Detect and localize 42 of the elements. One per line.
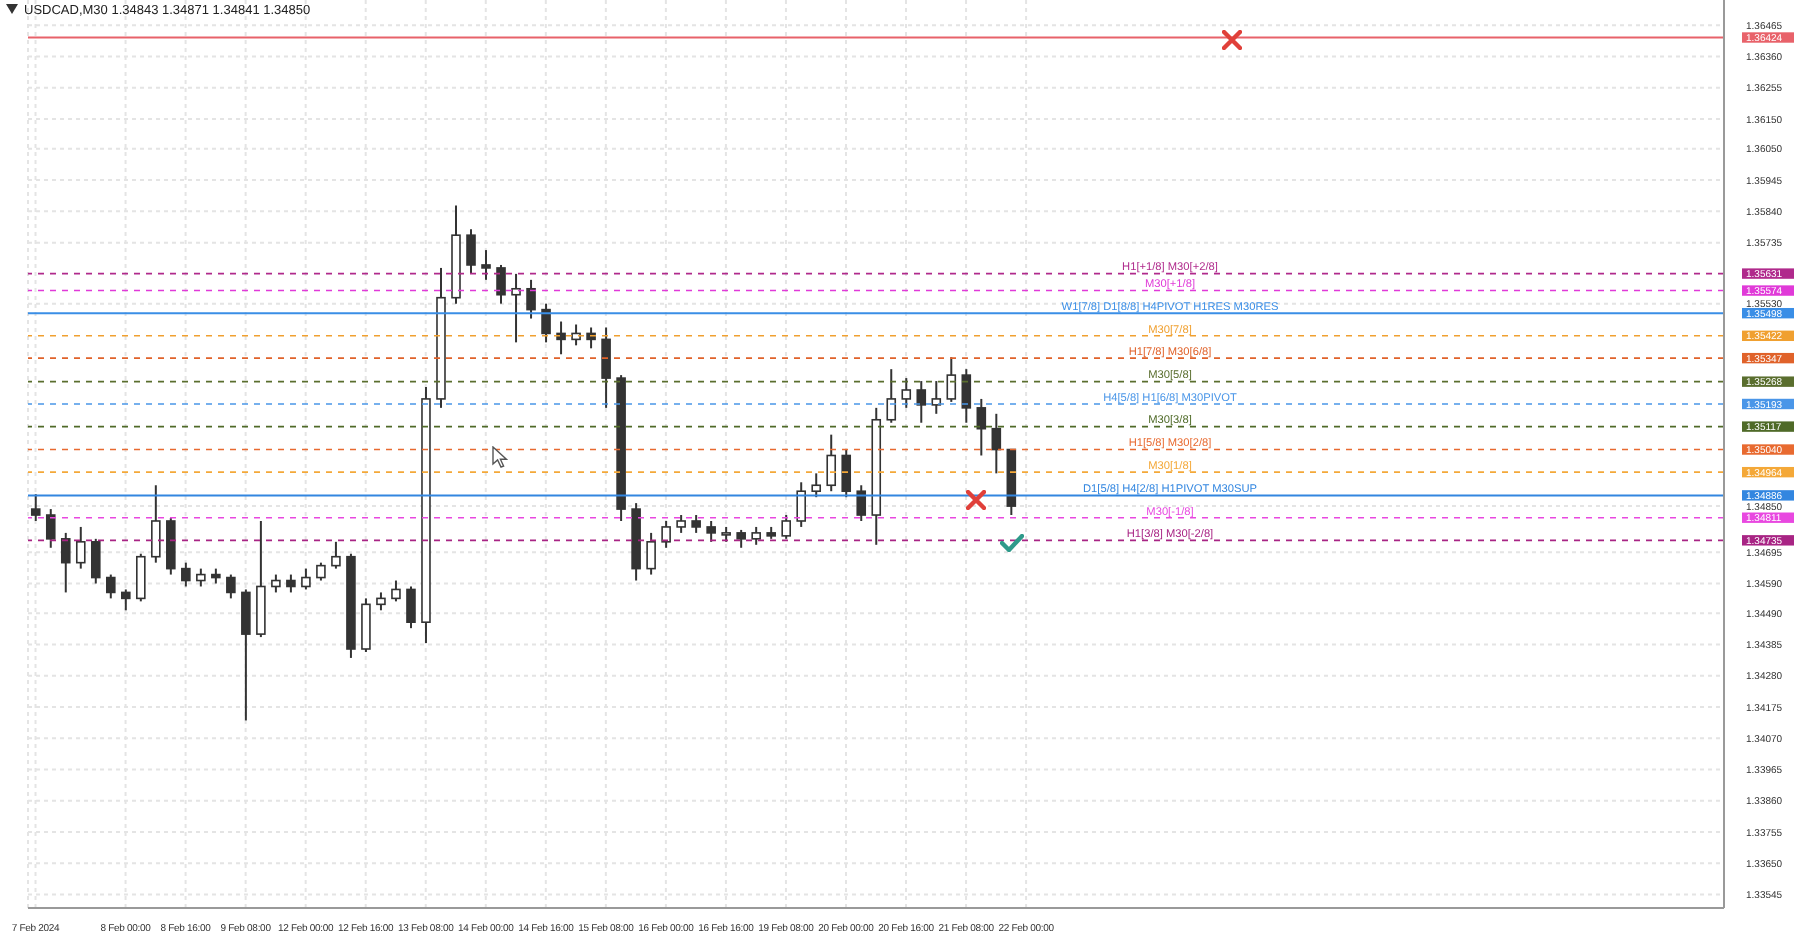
candlestick	[931, 380, 942, 415]
candlestick	[60, 531, 71, 594]
candlestick	[946, 356, 957, 403]
candlestick	[136, 552, 146, 603]
candlestick	[706, 519, 716, 543]
candlestick	[511, 272, 521, 344]
candlestick	[151, 484, 161, 564]
candlestick	[406, 585, 416, 630]
candlestick	[226, 573, 236, 600]
candlestick	[826, 433, 837, 493]
candlestick	[526, 278, 536, 320]
candlestick	[466, 228, 476, 275]
candlestick	[75, 525, 86, 570]
candlestick	[916, 380, 927, 424]
candlestick	[361, 597, 371, 653]
candlestick	[991, 412, 1002, 475]
candlestick	[181, 561, 191, 588]
candlestick	[901, 377, 912, 409]
candlestick	[661, 519, 671, 549]
candlestick	[106, 573, 116, 600]
candlestick	[301, 567, 311, 591]
candlestick	[646, 531, 656, 576]
candlestick	[391, 579, 401, 603]
candlestick	[856, 484, 867, 522]
candlestick	[481, 249, 491, 281]
candlestick	[166, 517, 176, 576]
candlestick	[811, 472, 822, 499]
candlestick	[781, 514, 791, 540]
candlestick	[90, 537, 101, 585]
candlestick	[841, 448, 852, 499]
candlestick	[496, 263, 506, 305]
candlestick	[796, 481, 806, 528]
candlestick	[241, 588, 251, 722]
candlestick	[601, 326, 611, 409]
candlestick	[331, 540, 341, 570]
candlestick	[45, 508, 56, 549]
candlestick	[886, 368, 897, 424]
candlestick	[976, 397, 987, 457]
candlestick	[30, 493, 41, 522]
candlestick	[121, 588, 131, 612]
candlestick	[256, 519, 266, 639]
candlestick	[541, 302, 551, 344]
